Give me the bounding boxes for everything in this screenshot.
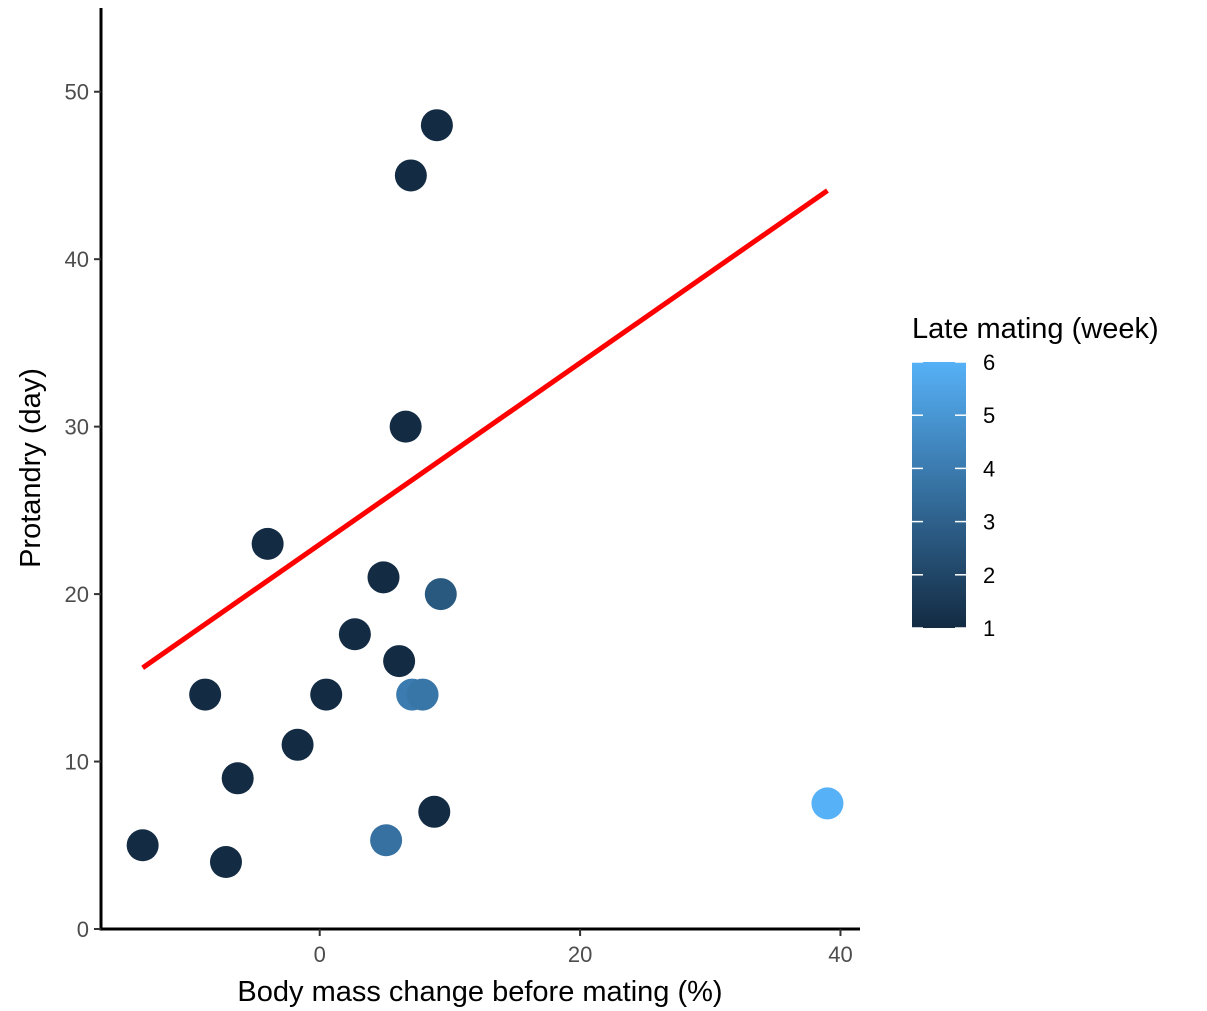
- data-point: [394, 159, 427, 192]
- data-point: [406, 678, 439, 711]
- y-tick-label: 30: [65, 415, 89, 440]
- data-point: [420, 109, 453, 142]
- data-point: [189, 678, 222, 711]
- colorbar-tick-label: 5: [983, 403, 995, 428]
- x-tick-label: 0: [314, 942, 326, 967]
- data-point: [418, 795, 451, 828]
- data-point: [367, 561, 400, 594]
- colorbar-tick-label: 1: [983, 616, 995, 641]
- y-axis-title: Protandry (day): [15, 368, 47, 568]
- colorbar-tick-label: 4: [983, 456, 995, 481]
- data-point: [251, 527, 284, 560]
- y-tick-label: 0: [77, 917, 89, 942]
- data-point: [389, 410, 422, 443]
- x-axis-title: Body mass change before mating (%): [237, 976, 722, 1008]
- y-tick-label: 40: [65, 247, 89, 272]
- data-point: [221, 762, 254, 795]
- y-tick-label: 20: [65, 582, 89, 607]
- y-tick-label: 10: [65, 750, 89, 775]
- trend-line: [141, 188, 829, 670]
- x-axis-ticks: 0 20 40: [314, 929, 853, 967]
- y-tick-label: 50: [65, 80, 89, 105]
- colorbar-tick-label: 2: [983, 563, 995, 588]
- colorbar-tick-label: 3: [983, 510, 995, 535]
- data-point: [209, 846, 242, 879]
- data-point: [424, 578, 457, 611]
- data-point: [370, 824, 403, 857]
- x-tick-label: 20: [568, 942, 592, 967]
- data-point: [811, 787, 844, 820]
- data-point: [383, 645, 416, 678]
- colorbar-legend: Late mating (week) 1 2 3 4 5 6: [912, 313, 1159, 641]
- plot-area: [126, 109, 844, 879]
- data-point: [126, 829, 159, 862]
- x-tick-label: 40: [828, 942, 852, 967]
- data-point: [281, 728, 314, 761]
- colorbar-tick-label: 6: [983, 350, 995, 375]
- data-point: [338, 618, 371, 651]
- colorbar: [912, 362, 966, 628]
- y-axis-ticks: 0 10 20 30 40 50: [65, 80, 101, 942]
- data-point: [310, 678, 343, 711]
- legend-title: Late mating (week): [912, 313, 1159, 345]
- colorbar-ticks: 1 2 3 4 5 6: [912, 350, 995, 641]
